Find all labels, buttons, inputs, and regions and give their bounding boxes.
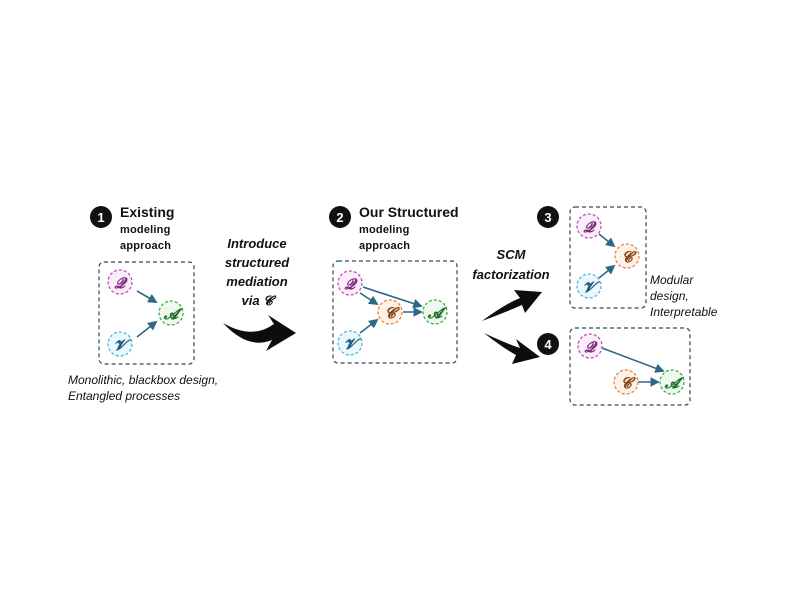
panel-4: 𝓠 𝓒 𝓐 — [569, 327, 691, 406]
step-2-badge — [329, 206, 351, 228]
step-2-number: 2 — [336, 210, 343, 225]
panel-4-node-c: 𝓒 — [613, 369, 639, 395]
panel-1-frame — [98, 261, 195, 365]
panel-3-edge-q-c — [598, 233, 616, 248]
panel-2-edge-q-a — [362, 286, 423, 309]
transition-1-line-2: structured — [225, 255, 290, 270]
panel-3-frame — [569, 206, 647, 309]
panel-2-node-a: 𝓐 — [422, 299, 448, 325]
panel-2-node-v: 𝓥 — [337, 330, 363, 356]
curved-arrow-down — [484, 333, 540, 364]
step-4-number: 4 — [544, 337, 552, 352]
panel-2-edge-v-c — [359, 318, 379, 334]
step-2-title-line-3: approach — [359, 240, 410, 252]
step-1-title-line-3: approach — [120, 240, 171, 252]
panel-3-caption-line-1: Modular — [650, 273, 694, 287]
panel-1: 𝓠 𝓐 𝓥 — [98, 261, 195, 365]
curved-arrow-up — [482, 290, 542, 321]
curved-arrow-1 — [223, 315, 296, 351]
step-4-badge — [537, 333, 559, 355]
step-1-header: 1 Existing modeling approach — [90, 204, 174, 252]
panel-2-frame — [332, 260, 458, 364]
transition-2-line-1: SCM — [497, 247, 527, 262]
panel-3-node-c: 𝓒 — [614, 243, 640, 269]
step-1-title-line-1: Existing — [120, 204, 174, 220]
panel-4-node-q-label: 𝓠 — [584, 338, 599, 356]
step-2-title-line-2: modeling — [359, 224, 410, 236]
panel-2-edge-q-c — [359, 292, 379, 306]
step-2-header: 2 Our Structured modeling approach — [329, 204, 459, 252]
step-4-header: 4 — [537, 333, 559, 355]
panel-1-node-q-label: 𝓠 — [114, 274, 129, 292]
panel-3-caption-line-3: Interpretable — [650, 305, 718, 319]
step-3-number: 3 — [544, 210, 551, 225]
panel-1-node-q: 𝓠 — [107, 269, 133, 295]
panel-2-node-c: 𝓒 — [377, 299, 403, 325]
transition-2-line-2: factorization — [472, 267, 549, 282]
panel-3-edge-v-c — [598, 264, 616, 279]
transition-1-line-1: Introduce — [227, 236, 286, 251]
panel-4-frame — [569, 327, 691, 406]
panel-1-node-v: 𝓥 — [107, 331, 133, 357]
step-3-header: 3 — [537, 206, 559, 228]
panel-3-node-q: 𝓠 — [576, 213, 602, 239]
panel-1-caption-line-1: Monolithic, blackbox design, — [68, 373, 218, 387]
step-3-badge — [537, 206, 559, 228]
panel-4-edge-q-a — [601, 347, 665, 373]
panel-3: 𝓠 𝓒 𝓥 — [569, 206, 647, 309]
step-1-number: 1 — [97, 210, 104, 225]
panel-1-caption-line-2: Entangled processes — [68, 389, 180, 403]
step-1-title-line-2: modeling — [120, 224, 171, 236]
panel-4-node-a: 𝓐 — [659, 369, 685, 395]
transition-2-label: SCM factorization — [472, 247, 549, 282]
transition-1-line-4: via 𝓒 — [242, 293, 278, 308]
panel-2: 𝓠 𝓒 𝓐 𝓥 — [332, 260, 458, 364]
panel-4-node-q: 𝓠 — [577, 333, 603, 359]
panel-1-node-a: 𝓐 — [158, 300, 184, 326]
transition-1-line-3: mediation — [226, 274, 287, 289]
panel-3-caption-line-2: design, — [650, 289, 689, 303]
transition-1-label: Introduce structured mediation via 𝓒 — [225, 236, 290, 308]
step-1-badge — [90, 206, 112, 228]
panel-1-edge-q-a — [136, 290, 158, 303]
panel-2-node-q: 𝓠 — [337, 270, 363, 296]
panel-2-node-q-label: 𝓠 — [344, 275, 359, 293]
panel-3-node-v: 𝓥 — [576, 273, 602, 299]
panel-1-edge-v-a — [136, 320, 158, 338]
step-2-title-line-1: Our Structured — [359, 204, 459, 220]
panel-3-node-q-label: 𝓠 — [583, 218, 598, 236]
